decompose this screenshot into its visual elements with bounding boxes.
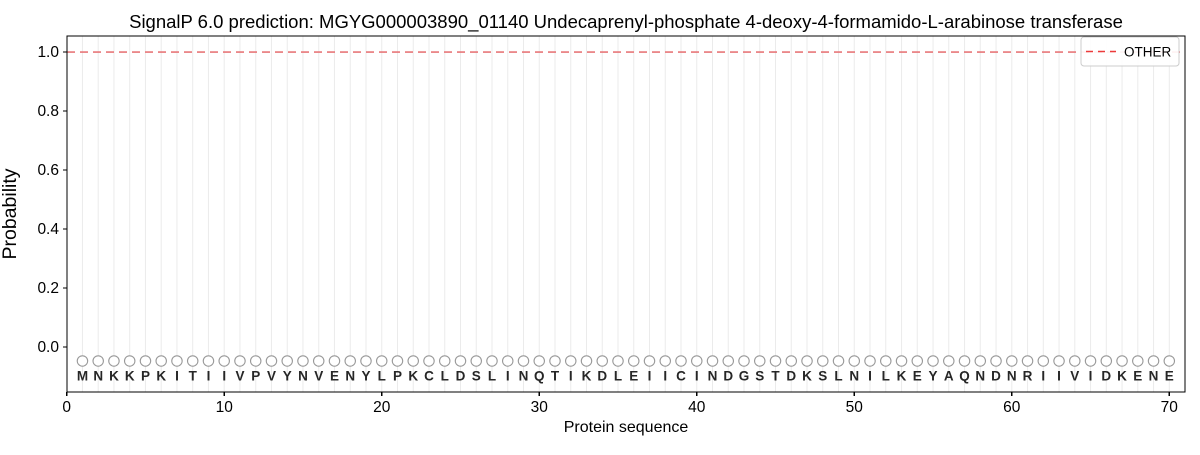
svg-text:V: V: [235, 369, 244, 384]
svg-text:I: I: [695, 369, 699, 384]
svg-text:Y: Y: [283, 369, 292, 384]
svg-text:Protein sequence: Protein sequence: [564, 419, 689, 436]
svg-text:T: T: [551, 369, 560, 384]
svg-text:C: C: [424, 369, 434, 384]
svg-text:E: E: [1133, 369, 1142, 384]
svg-text:M: M: [77, 369, 88, 384]
svg-text:D: D: [1101, 369, 1111, 384]
svg-text:L: L: [441, 369, 449, 384]
svg-text:N: N: [298, 369, 308, 384]
svg-text:E: E: [330, 369, 339, 384]
svg-text:0.2: 0.2: [37, 280, 59, 297]
svg-text:V: V: [1070, 369, 1079, 384]
svg-text:K: K: [125, 369, 135, 384]
svg-text:I: I: [1057, 369, 1061, 384]
svg-text:I: I: [1041, 369, 1045, 384]
svg-text:S: S: [472, 369, 481, 384]
svg-text:P: P: [141, 369, 150, 384]
svg-text:N: N: [849, 369, 859, 384]
svg-text:D: D: [723, 369, 733, 384]
svg-text:I: I: [207, 369, 211, 384]
svg-text:N: N: [345, 369, 355, 384]
svg-text:C: C: [676, 369, 686, 384]
svg-text:K: K: [109, 369, 119, 384]
svg-text:G: G: [739, 369, 750, 384]
svg-text:D: D: [456, 369, 466, 384]
svg-text:SignalP 6.0 prediction: MGYG00: SignalP 6.0 prediction: MGYG000003890_01…: [129, 11, 1123, 33]
svg-text:0: 0: [62, 399, 71, 416]
svg-text:50: 50: [846, 399, 864, 416]
svg-text:E: E: [913, 369, 922, 384]
svg-text:T: T: [189, 369, 198, 384]
svg-text:70: 70: [1161, 399, 1179, 416]
svg-text:E: E: [1165, 369, 1174, 384]
svg-text:N: N: [519, 369, 529, 384]
svg-text:40: 40: [688, 399, 706, 416]
svg-text:20: 20: [373, 399, 391, 416]
svg-text:D: D: [991, 369, 1001, 384]
svg-text:1.0: 1.0: [37, 44, 59, 61]
svg-text:0.8: 0.8: [37, 103, 59, 120]
svg-text:V: V: [267, 369, 276, 384]
svg-text:R: R: [1023, 369, 1033, 384]
svg-text:P: P: [393, 369, 402, 384]
svg-text:L: L: [882, 369, 890, 384]
svg-text:K: K: [582, 369, 592, 384]
svg-text:D: D: [597, 369, 607, 384]
svg-text:K: K: [408, 369, 418, 384]
svg-text:Y: Y: [929, 369, 938, 384]
svg-text:0.4: 0.4: [37, 221, 59, 238]
svg-text:N: N: [708, 369, 718, 384]
svg-text:10: 10: [216, 399, 234, 416]
svg-text:I: I: [1089, 369, 1093, 384]
svg-text:D: D: [786, 369, 796, 384]
svg-text:I: I: [506, 369, 510, 384]
svg-text:K: K: [802, 369, 812, 384]
svg-text:V: V: [314, 369, 323, 384]
svg-text:I: I: [648, 369, 652, 384]
svg-text:OTHER: OTHER: [1124, 45, 1172, 60]
svg-text:P: P: [251, 369, 260, 384]
svg-text:60: 60: [1003, 399, 1021, 416]
svg-text:L: L: [488, 369, 496, 384]
svg-text:K: K: [156, 369, 166, 384]
svg-text:0.0: 0.0: [37, 339, 59, 356]
svg-text:L: L: [834, 369, 842, 384]
svg-text:K: K: [897, 369, 907, 384]
svg-text:I: I: [663, 369, 667, 384]
svg-text:I: I: [222, 369, 226, 384]
svg-text:K: K: [1117, 369, 1127, 384]
svg-text:30: 30: [531, 399, 549, 416]
svg-text:E: E: [629, 369, 638, 384]
svg-text:N: N: [1149, 369, 1159, 384]
svg-text:Probability: Probability: [0, 168, 21, 259]
svg-text:N: N: [93, 369, 103, 384]
svg-text:L: L: [614, 369, 622, 384]
svg-text:N: N: [1007, 369, 1017, 384]
svg-text:S: S: [818, 369, 827, 384]
svg-text:S: S: [755, 369, 764, 384]
svg-text:Q: Q: [959, 369, 970, 384]
svg-text:I: I: [868, 369, 872, 384]
svg-text:Y: Y: [361, 369, 370, 384]
svg-text:A: A: [944, 369, 954, 384]
svg-text:I: I: [569, 369, 573, 384]
svg-text:N: N: [975, 369, 985, 384]
svg-text:Q: Q: [534, 369, 545, 384]
svg-text:L: L: [378, 369, 386, 384]
svg-text:0.6: 0.6: [37, 162, 59, 179]
svg-text:I: I: [175, 369, 179, 384]
svg-text:T: T: [771, 369, 780, 384]
